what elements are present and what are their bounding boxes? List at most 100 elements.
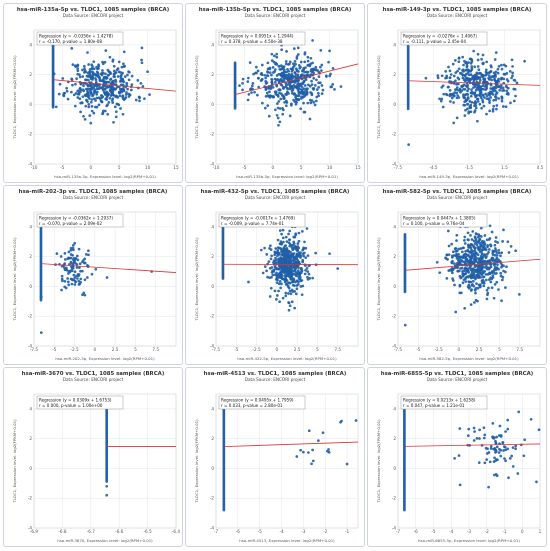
data-point bbox=[325, 74, 328, 78]
regression-stats: r = 0.033, p-value = 2.80e-01 bbox=[221, 403, 283, 408]
data-point bbox=[122, 65, 126, 69]
data-point bbox=[259, 248, 263, 252]
data-point bbox=[494, 51, 498, 54]
data-point bbox=[275, 55, 279, 59]
data-point bbox=[109, 78, 112, 81]
x-tick-label: -5 bbox=[234, 347, 239, 352]
data-point bbox=[499, 271, 503, 275]
data-point bbox=[119, 107, 122, 110]
y-tick-label: -4 bbox=[210, 344, 215, 349]
data-point bbox=[511, 446, 515, 449]
data-point bbox=[81, 260, 84, 264]
data-point bbox=[252, 72, 255, 76]
data-point bbox=[470, 276, 474, 279]
data-point bbox=[71, 83, 74, 87]
data-point bbox=[491, 74, 495, 78]
data-point bbox=[483, 270, 487, 273]
data-point bbox=[453, 262, 456, 266]
data-point bbox=[506, 240, 510, 244]
data-point bbox=[67, 283, 71, 287]
data-point bbox=[468, 99, 472, 103]
data-point bbox=[454, 88, 457, 91]
data-point bbox=[484, 278, 488, 282]
data-point bbox=[100, 73, 104, 77]
data-point bbox=[310, 462, 313, 466]
data-point bbox=[306, 101, 310, 105]
data-point bbox=[286, 255, 290, 259]
data-point bbox=[463, 100, 467, 104]
data-point bbox=[263, 73, 267, 77]
data-point bbox=[266, 94, 270, 97]
data-point bbox=[317, 86, 321, 89]
data-point bbox=[86, 100, 89, 104]
data-point bbox=[464, 277, 467, 281]
data-point bbox=[287, 292, 290, 295]
data-point bbox=[479, 91, 483, 94]
data-point bbox=[81, 95, 85, 99]
data-point bbox=[491, 253, 495, 256]
data-point bbox=[481, 100, 485, 104]
data-point bbox=[310, 79, 313, 83]
data-point bbox=[117, 91, 121, 95]
data-point bbox=[455, 233, 459, 237]
data-point bbox=[535, 480, 538, 484]
data-point bbox=[93, 88, 97, 92]
regression-stats: r = 0.378, p-value = 4.50e-38 bbox=[221, 39, 283, 44]
data-point bbox=[260, 77, 264, 81]
scatter-plot: hsa-miR-432-5p vs. TLDC1, 1085 samples (… bbox=[194, 189, 359, 361]
regression-equation: Regression (y = 0.0447x + 1.3805) bbox=[403, 216, 476, 221]
data-point bbox=[454, 58, 457, 62]
data-point bbox=[288, 304, 292, 308]
data-point bbox=[476, 119, 479, 123]
data-point bbox=[263, 246, 266, 250]
data-point bbox=[63, 279, 67, 283]
data-point bbox=[462, 93, 465, 97]
data-point bbox=[82, 114, 85, 118]
y-tick-label: -2 bbox=[210, 496, 215, 501]
x-tick-label: 0 bbox=[521, 529, 524, 534]
data-point bbox=[467, 87, 470, 91]
data-point bbox=[66, 257, 70, 261]
y-tick-label: 2 bbox=[29, 436, 32, 441]
data-point bbox=[498, 88, 501, 92]
data-point bbox=[122, 62, 125, 66]
data-point bbox=[489, 96, 493, 99]
data-point bbox=[451, 92, 455, 96]
data-point bbox=[106, 85, 110, 88]
data-point bbox=[105, 493, 109, 497]
data-point bbox=[288, 84, 292, 87]
data-point bbox=[75, 266, 79, 269]
data-point bbox=[95, 90, 99, 94]
data-point bbox=[83, 261, 86, 265]
data-point bbox=[250, 91, 253, 94]
data-point bbox=[291, 248, 295, 251]
data-point bbox=[275, 277, 279, 280]
data-point bbox=[273, 70, 277, 73]
data-point bbox=[256, 69, 260, 73]
y-tick-label: 4 bbox=[211, 224, 214, 229]
data-point bbox=[517, 410, 521, 414]
data-point bbox=[281, 108, 285, 112]
data-point bbox=[476, 52, 480, 56]
data-point bbox=[116, 67, 120, 71]
data-point bbox=[257, 85, 261, 89]
data-point bbox=[279, 240, 283, 243]
data-point bbox=[507, 251, 511, 254]
data-point bbox=[499, 86, 503, 90]
data-point bbox=[273, 273, 277, 277]
data-point bbox=[490, 286, 494, 290]
data-point bbox=[270, 254, 273, 258]
data-point bbox=[450, 267, 454, 270]
data-point bbox=[305, 227, 309, 230]
data-point bbox=[455, 96, 459, 100]
data-point bbox=[458, 291, 462, 295]
data-point bbox=[479, 243, 482, 247]
regression-stats: r = -0.111, p-value = 2.45e-04 bbox=[403, 39, 466, 44]
y-tick-label: 4 bbox=[393, 42, 396, 47]
data-point bbox=[490, 91, 493, 95]
data-point bbox=[444, 92, 448, 96]
data-point bbox=[60, 264, 64, 268]
data-point bbox=[327, 60, 330, 64]
data-point bbox=[73, 276, 77, 279]
data-point bbox=[472, 86, 475, 90]
